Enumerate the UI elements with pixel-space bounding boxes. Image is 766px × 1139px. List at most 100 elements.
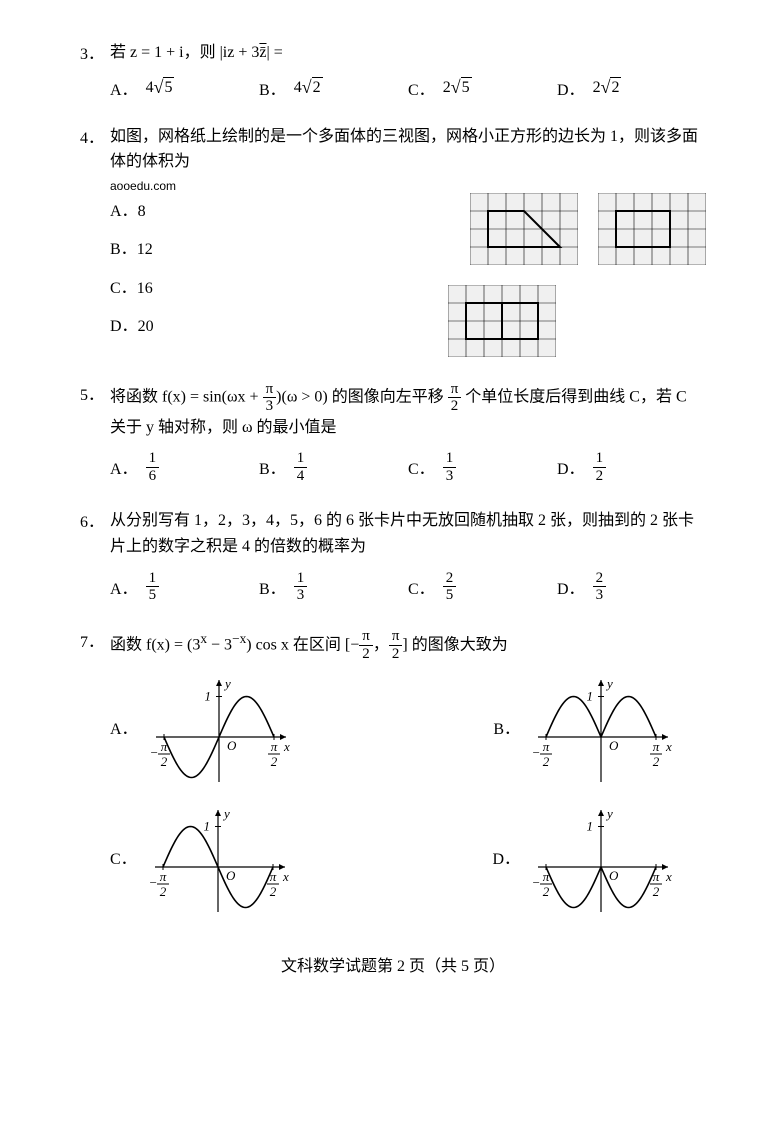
q4-opt-b: B．12 <box>110 231 300 269</box>
q7-pi2d2: 2 <box>389 646 403 663</box>
q5-b-d: 4 <box>294 468 308 485</box>
q5-opt-d: D．12 <box>557 450 706 484</box>
q7-opt-d: D．yxO1−π2π2 <box>492 802 676 912</box>
q4-d-val: 20 <box>138 318 154 335</box>
q6-opt-c: C．25 <box>408 570 557 604</box>
q7-opt-a: A．yxO1−π2π2 <box>110 672 294 782</box>
q3-d-rad: 2 <box>610 77 621 97</box>
q3-c-rad: 5 <box>461 77 472 97</box>
q3-opt-d: D．2√2 <box>557 76 706 100</box>
q7-graph-d: yxO1−π2π2 <box>526 802 676 912</box>
question-6: 6． 从分别写有 1，2，3，4，5，6 的 6 张卡片中无放回随机抽取 2 张… <box>80 508 706 603</box>
q5-num: 5． <box>80 381 110 405</box>
svg-text:2: 2 <box>543 754 550 769</box>
q5-options: A．16 B．14 C．13 D．12 <box>110 450 706 484</box>
q6-opt-d: D．23 <box>557 570 706 604</box>
q6-options: A．15 B．13 C．25 D．23 <box>110 570 706 604</box>
svg-text:O: O <box>609 868 619 883</box>
svg-text:x: x <box>665 869 672 884</box>
q7-graph-a: yxO1−π2π2 <box>144 672 294 782</box>
q6-opt-b: B．13 <box>259 570 408 604</box>
svg-text:−: − <box>532 745 541 760</box>
q5-c-d: 3 <box>443 468 457 485</box>
svg-text:π: π <box>653 739 660 754</box>
question-5: 5． 将函数 f(x) = sin(ωx + π3)(ω > 0) 的图像向左平… <box>80 381 706 485</box>
q3-a-coef: 4 <box>146 79 154 97</box>
q5-opt-c: C．13 <box>408 450 557 484</box>
q3-b-coef: 4 <box>294 79 302 97</box>
q3-a-rad: 5 <box>163 77 174 97</box>
q4-figure-2 <box>598 193 706 265</box>
q5-pi2n: π <box>448 381 462 399</box>
q6-opt-a: A．15 <box>110 570 259 604</box>
q5-a-d: 6 <box>146 468 160 485</box>
page-footer: 文科数学试题第 2 页（共 5 页） <box>80 952 706 976</box>
q3-opt-b: B．4√2 <box>259 76 408 100</box>
svg-text:O: O <box>227 738 237 753</box>
q5-opt-a: A．16 <box>110 450 259 484</box>
svg-text:π: π <box>160 739 167 754</box>
watermark: aooedu.com <box>110 179 706 193</box>
q5-d-n: 1 <box>593 450 607 468</box>
q6-c-d: 5 <box>443 587 457 604</box>
q7-s4: ， <box>373 636 389 653</box>
q6-a-d: 5 <box>146 587 160 604</box>
q7-graph-b: yxO1−π2π2 <box>526 672 676 782</box>
q3-opt-a: A．4√5 <box>110 76 259 100</box>
q7-sup2: −x <box>232 631 246 646</box>
q5-pi3n: π <box>263 381 277 399</box>
q6-text: 从分别写有 1，2，3，4，5，6 的 6 张卡片中无放回随机抽取 2 张，则抽… <box>110 508 706 559</box>
q7-pi2d1: 2 <box>359 646 373 663</box>
q6-d-n: 2 <box>593 570 607 588</box>
svg-text:−: − <box>532 875 541 890</box>
svg-text:π: π <box>269 869 276 884</box>
q7-c-label: C． <box>110 845 137 869</box>
svg-text:2: 2 <box>160 754 167 769</box>
q7-pi2n2: π <box>389 628 403 646</box>
q7-pi2n1: π <box>359 628 373 646</box>
q4-b-val: 12 <box>137 241 153 258</box>
svg-text:1: 1 <box>204 689 211 704</box>
q5-opt-b: B．14 <box>259 450 408 484</box>
svg-text:π: π <box>159 869 166 884</box>
q6-a-n: 1 <box>146 570 160 588</box>
q7-a-label: A． <box>110 715 138 739</box>
svg-text:2: 2 <box>269 884 276 899</box>
q3-text-b: | = <box>266 44 282 61</box>
q3-c-coef: 2 <box>443 79 451 97</box>
q7-b-label: B． <box>493 715 520 739</box>
q7-opt-c: C．yxO1−π2π2 <box>110 802 293 912</box>
q5-s1: 将函数 f(x) = sin(ωx + <box>110 388 263 405</box>
q6-b-d: 3 <box>294 587 308 604</box>
q4-c-val: 16 <box>137 280 153 297</box>
svg-text:2: 2 <box>653 884 660 899</box>
q6-b-n: 1 <box>294 570 308 588</box>
q5-c-n: 1 <box>443 450 457 468</box>
q4-opt-c: C．16 <box>110 270 300 308</box>
q4-figure-1 <box>470 193 578 265</box>
q5-a-n: 1 <box>146 450 160 468</box>
svg-text:−: − <box>148 875 157 890</box>
svg-text:x: x <box>283 739 290 754</box>
q7-s5: ] 的图像大致为 <box>402 636 507 653</box>
svg-text:1: 1 <box>587 689 594 704</box>
q6-d-d: 3 <box>593 587 607 604</box>
svg-text:y: y <box>605 676 613 691</box>
svg-text:y: y <box>605 806 613 821</box>
q7-s3: ) cos x 在区间 [− <box>246 636 359 653</box>
q5-b-n: 1 <box>294 450 308 468</box>
q5-pi3d: 3 <box>263 398 277 415</box>
svg-text:π: π <box>270 739 277 754</box>
q3-text: 若 z = 1 + i，则 |iz + 3z̄| = <box>110 40 706 66</box>
q7-opt-b: B．yxO1−π2π2 <box>493 672 676 782</box>
svg-text:2: 2 <box>543 884 550 899</box>
q5-text: 将函数 f(x) = sin(ωx + π3)(ω > 0) 的图像向左平移 π… <box>110 381 706 441</box>
svg-text:y: y <box>222 806 230 821</box>
q3-num: 3． <box>80 40 110 64</box>
svg-text:x: x <box>665 739 672 754</box>
svg-text:2: 2 <box>159 884 166 899</box>
q3-b-rad: 2 <box>312 77 323 97</box>
q7-num: 7． <box>80 628 110 652</box>
svg-text:π: π <box>653 869 660 884</box>
q3-options: A．4√5 B．4√2 C．2√5 D．2√2 <box>110 76 706 100</box>
